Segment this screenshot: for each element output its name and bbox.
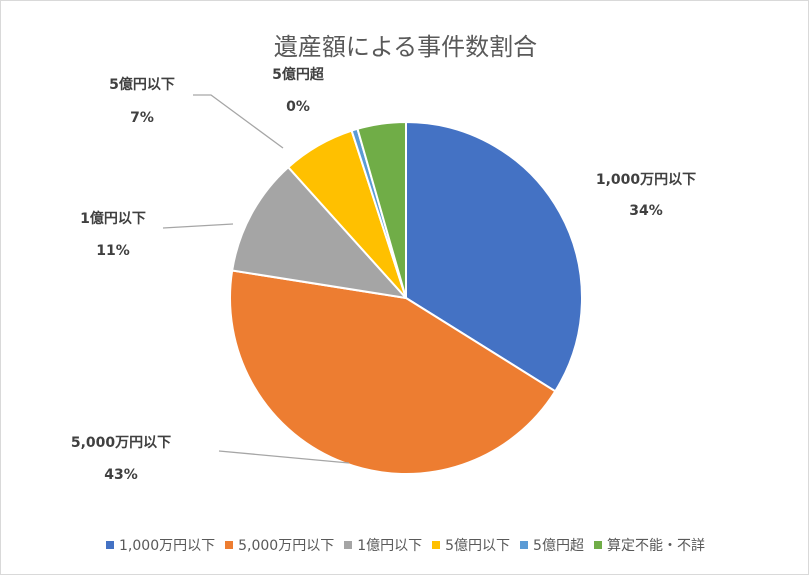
- slice-value-label: 43%: [104, 467, 138, 483]
- legend-label: 5,000万円以下: [238, 538, 335, 554]
- legend-item: 1億円以下: [344, 535, 422, 555]
- legend-swatch: [344, 541, 353, 549]
- legend-swatch: [432, 541, 441, 549]
- legend: 1,000万円以下 5,000万円以下 1億円以下 5億円以下 5億円超 算定不…: [1, 535, 809, 555]
- legend-label: 1億円以下: [357, 538, 423, 554]
- slice-category-label: 1億円以下: [80, 210, 146, 227]
- slice-value-label: 34%: [629, 203, 663, 219]
- chart-title: 遺産額による事件数割合: [273, 33, 538, 61]
- pie-slice: [356, 120, 407, 299]
- legend-swatch: [520, 541, 529, 549]
- legend-item: 算定不能・不詳: [593, 535, 705, 555]
- legend-label: 5億円超: [533, 538, 584, 554]
- slice-value-label: 0%: [286, 99, 310, 115]
- legend-swatch: [106, 541, 115, 549]
- legend-item: 5億円以下: [432, 535, 510, 555]
- legend-item: 5,000万円以下: [225, 535, 334, 555]
- slice-category-label: 5,000万円以下: [71, 435, 171, 451]
- pie-slice: [231, 165, 409, 300]
- slice-value-label: 7%: [130, 110, 154, 126]
- legend-swatch: [593, 541, 602, 549]
- slice-category-label: 5億円以下: [109, 76, 175, 93]
- slice-category-label: 1,000万円以下: [596, 172, 696, 188]
- leader-line: [162, 223, 234, 229]
- legend-swatch: [225, 541, 234, 549]
- legend-label: 1,000万円以下: [119, 538, 216, 554]
- legend-item: 5億円超: [520, 535, 584, 555]
- slice-category-label: 5億円超: [272, 66, 325, 83]
- leader-line: [218, 450, 350, 464]
- slice-value-label: 11%: [96, 243, 130, 259]
- legend-item: 1,000万円以下: [106, 535, 215, 555]
- leader-line: [193, 94, 284, 149]
- legend-label: 算定不能・不詳: [606, 538, 705, 554]
- pie-slice: [405, 120, 583, 393]
- legend-label: 5億円以下: [445, 538, 511, 554]
